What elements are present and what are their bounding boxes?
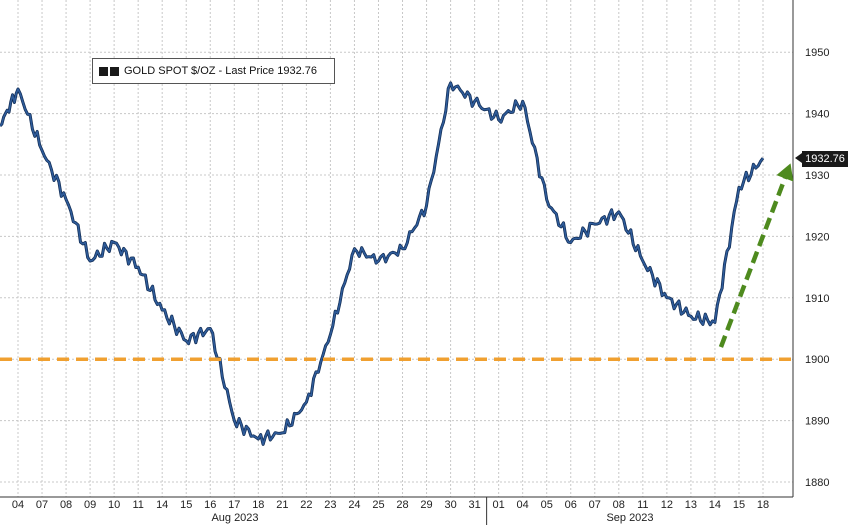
price-tag-pointer-icon — [795, 153, 802, 164]
x-tick-label: 06 — [565, 499, 577, 511]
y-tick-label: 1930 — [805, 170, 829, 182]
x-tick-label: 01 — [493, 499, 505, 511]
price-line — [0, 82, 764, 446]
x-tick-label: 23 — [324, 499, 336, 511]
month-label: Sep 2023 — [606, 512, 653, 524]
last-price-tag: 1932.76 — [802, 151, 848, 167]
x-tick-label: 08 — [613, 499, 625, 511]
y-axis: 1880 1890 1900 1910 1920 1930 1940 1950 — [792, 0, 829, 497]
x-tick-label: 14 — [709, 499, 721, 511]
legend-swatch-icon — [99, 66, 108, 76]
x-tick-label: 05 — [541, 499, 553, 511]
x-tick-label: 08 — [60, 499, 72, 511]
x-tick-label: 09 — [84, 499, 96, 511]
x-tick-label: 15 — [180, 499, 192, 511]
x-tick-label: 21 — [276, 499, 288, 511]
x-tick-label: 25 — [372, 499, 384, 511]
x-tick-label: 24 — [348, 499, 360, 511]
series-layer — [0, 81, 765, 446]
x-tick-label: 10 — [108, 499, 120, 511]
y-tick-label: 1920 — [805, 231, 829, 243]
x-tick-label: 22 — [300, 499, 312, 511]
y-tick-label: 1910 — [805, 293, 829, 305]
x-tick-label: 18 — [252, 499, 264, 511]
y-tick-label: 1900 — [805, 354, 829, 366]
x-tick-label: 15 — [733, 499, 745, 511]
chart-legend: GOLD SPOT $/OZ - Last Price 1932.76 — [92, 58, 335, 84]
x-tick-label: 29 — [420, 499, 432, 511]
x-tick-label: 14 — [156, 499, 168, 511]
x-tick-label: 11 — [132, 499, 143, 511]
x-tick-label: 04 — [12, 499, 24, 511]
month-label: Aug 2023 — [211, 512, 258, 524]
legend-label: GOLD SPOT $/OZ - Last Price 1932.76 — [124, 65, 317, 77]
y-tick-label: 1890 — [805, 416, 829, 428]
trend-arrow-head-icon — [776, 163, 794, 182]
annotation-layer — [0, 153, 802, 361]
x-tick-label: 28 — [396, 499, 408, 511]
y-tick-label: 1950 — [805, 47, 829, 59]
x-tick-label: 31 — [468, 499, 480, 511]
x-tick-label: 07 — [36, 499, 48, 511]
x-tick-label: 07 — [589, 499, 601, 511]
x-tick-label: 11 — [637, 499, 648, 511]
x-tick-label: 12 — [661, 499, 673, 511]
legend-series-icon — [110, 66, 119, 76]
y-tick-label: 1940 — [805, 109, 829, 121]
x-tick-label: 17 — [228, 499, 240, 511]
x-tick-label: 18 — [757, 499, 769, 511]
x-tick-label: 13 — [685, 499, 697, 511]
x-tick-label: 30 — [444, 499, 456, 511]
trend-arrow-line — [718, 171, 790, 348]
x-tick-label: 04 — [517, 499, 529, 511]
y-tick-label: 1880 — [805, 477, 829, 489]
x-axis: 04 07 08 09 10 11 14 15 16 17 18 21 22 23 24 25 28 29 30 31… — [0, 496, 793, 525]
x-tick-label: 16 — [204, 499, 216, 511]
